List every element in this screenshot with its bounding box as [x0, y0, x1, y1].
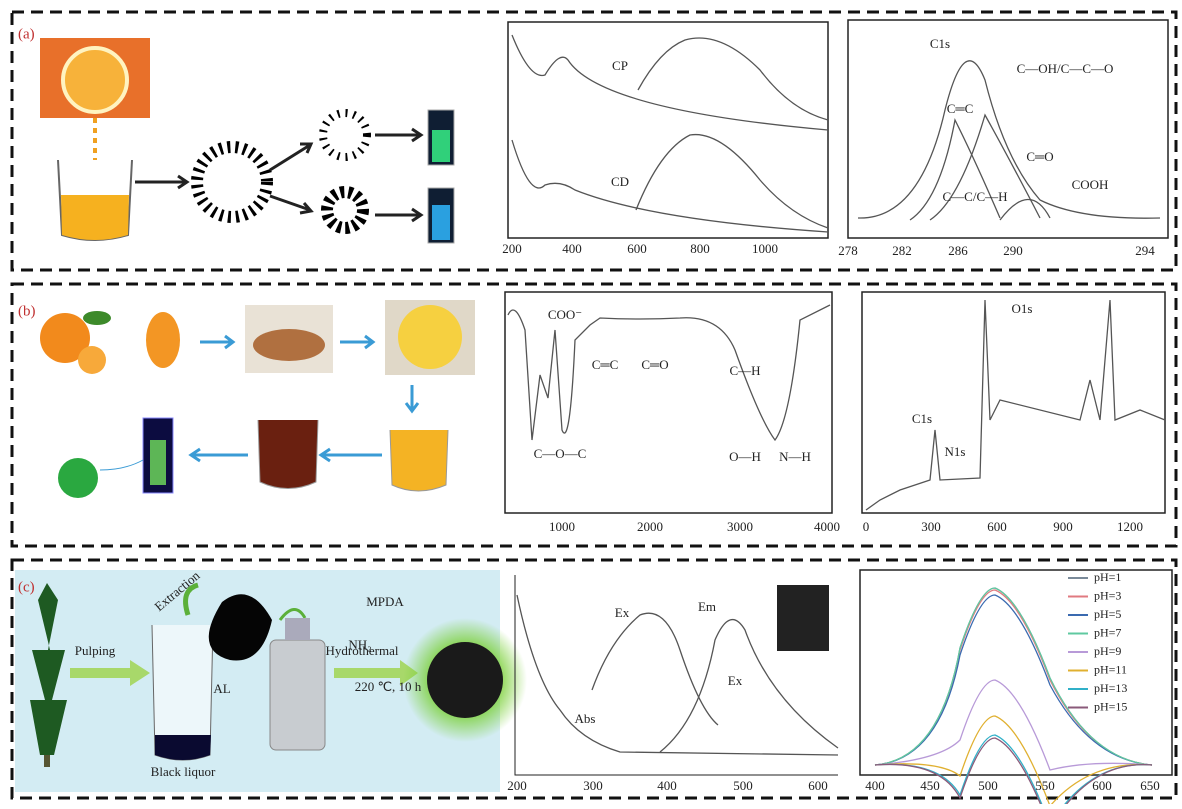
x-tick-label: 290 [1003, 243, 1023, 258]
annotation: N—H [779, 449, 811, 464]
x-tick-label: 400 [657, 778, 677, 793]
annotation: C═O [641, 357, 668, 372]
body: {"panels": [ {"label": "(a)", "plots": [… [0, 0, 1182, 804]
x-tick-label: 600 [627, 241, 647, 256]
x-tick-label: 4000 [814, 519, 840, 534]
x-tick-label: 450 [920, 778, 940, 793]
schematic-a [40, 38, 454, 243]
annotation: COO⁻ [548, 307, 582, 322]
panel-label: (b) [18, 303, 36, 319]
x-tick-label: 278 [838, 243, 858, 258]
annotation: CD [611, 174, 629, 189]
x-tick-label: 500 [733, 778, 753, 793]
annotation: C—C/C—H [942, 189, 1007, 204]
legend-label: pH=3 [1094, 588, 1121, 602]
x-tick-label: 500 [978, 778, 998, 793]
annotation: C═O [1026, 149, 1053, 164]
panel-label: (c) [18, 579, 35, 595]
annotation: O1s [1012, 301, 1033, 316]
legend-label: pH=11 [1094, 662, 1127, 676]
annotation: 220 ℃, 10 h [355, 679, 422, 694]
legend-label: pH=5 [1094, 607, 1121, 621]
page: body { margin: 0; width: 1182px; height:… [0, 0, 1182, 804]
x-tick-label: 400 [865, 778, 885, 793]
panel-box [12, 12, 1176, 270]
annotation: C═C [592, 357, 619, 372]
annotation: Black liquor [151, 764, 216, 779]
figure: (a) (b) (c) 200 400 600 800 1000 278 282 286 290 294… [0, 0, 1182, 804]
legend-label: pH=7 [1094, 625, 1121, 639]
annotation: C—H [729, 363, 760, 378]
panel-box [12, 284, 1176, 546]
annotation: Hydrothermal [326, 643, 399, 658]
curves [508, 35, 1165, 755]
plot-frame [862, 292, 1165, 513]
annotation: C1s [930, 36, 950, 51]
legend-label: pH=15 [1094, 699, 1127, 713]
annotation: Ex [615, 605, 630, 620]
x-tick-label: 300 [583, 778, 603, 793]
annotation: C—O—C [534, 446, 587, 461]
x-tick-label: 600 [1092, 778, 1112, 793]
x-tick-label: 1000 [752, 241, 778, 256]
x-tick-label: 650 [1140, 778, 1160, 793]
legend-label: pH=9 [1094, 644, 1121, 658]
annotation: C═C [947, 101, 974, 116]
annotation: C—OH/C—C—O [1017, 61, 1114, 76]
legend-label: pH=13 [1094, 681, 1127, 695]
annotation: COOH [1072, 177, 1109, 192]
legend-label: pH=1 [1094, 570, 1121, 584]
x-tick-label: 900 [1053, 519, 1073, 534]
x-tick-label: 2000 [637, 519, 663, 534]
annotation: Em [698, 599, 716, 614]
annotation: Ex [728, 673, 743, 688]
photo [777, 585, 829, 651]
x-tick-label: 3000 [727, 519, 753, 534]
schematic-b [40, 300, 475, 498]
x-tick-label: 1000 [549, 519, 575, 534]
x-tick-label: 550 [1035, 778, 1055, 793]
x-tick-label: 400 [562, 241, 582, 256]
annotation: N1s [945, 444, 966, 459]
x-tick-label: 800 [690, 241, 710, 256]
annotation: MPDA [366, 594, 404, 609]
plot-frame [848, 20, 1168, 238]
annotation: C1s [912, 411, 932, 426]
x-tick-label: 294 [1135, 243, 1155, 258]
annotation: Pulping [75, 643, 116, 658]
x-tick-label: 600 [808, 778, 828, 793]
annotation: Abs [575, 711, 596, 726]
annotation: CP [612, 58, 628, 73]
panel-label: (a) [18, 26, 35, 42]
x-tick-label: 282 [892, 243, 912, 258]
x-tick-label: 300 [921, 519, 941, 534]
x-tick-label: 1200 [1117, 519, 1143, 534]
plot-frame [508, 22, 828, 238]
x-tick-label: 600 [987, 519, 1007, 534]
plot-frame [505, 292, 832, 513]
annotation: AL [213, 681, 230, 696]
x-tick-label: 200 [502, 241, 522, 256]
x-tick-label: 0 [863, 519, 870, 534]
annotation: O—H [729, 449, 761, 464]
x-tick-label: 200 [507, 778, 527, 793]
x-tick-label: 286 [948, 243, 968, 258]
pl-curve [875, 735, 1152, 804]
